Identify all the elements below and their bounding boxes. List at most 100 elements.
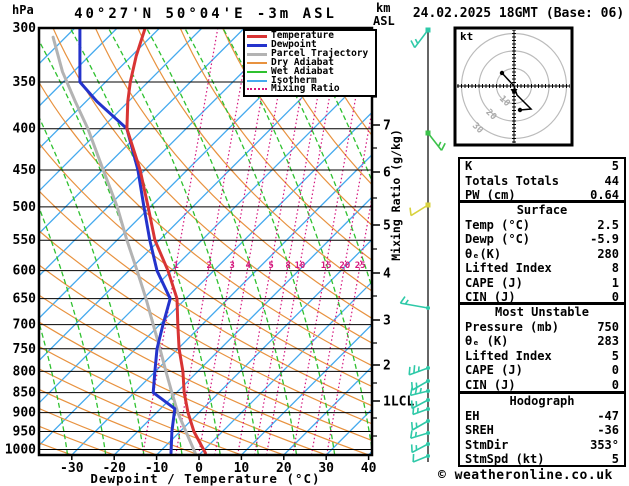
wind-barb-column [399, 27, 446, 463]
temp-axis: -30 -20 -10 0 10 20 30 40 [60, 455, 377, 476]
line-families [39, 28, 372, 455]
wind-barb [410, 398, 430, 410]
wind-barb [412, 453, 430, 463]
asl-axis-unit: ASL [373, 14, 395, 28]
mixing-ratio-value: 25 [355, 261, 366, 271]
wind-barb [410, 442, 430, 454]
stat-label: θₑ(K) [465, 246, 502, 261]
mixing-ratio-value: 8 [285, 261, 290, 271]
stat-row: Lifted Index 8 [460, 261, 624, 276]
stat-label: Dewp (°C) [465, 232, 531, 247]
stat-row: Totals Totals 44 [460, 174, 624, 189]
stat-value: 8 [611, 261, 619, 276]
mixing-ratio-axis-title: Mixing Ratio (g/kg) [389, 129, 403, 261]
plot-border [37, 26, 374, 457]
pressure-tick-label: 900 [13, 406, 37, 421]
stat-label: EH [465, 408, 480, 423]
pressure-tick-label: 550 [13, 233, 37, 248]
legend-item: Dry Adiabat [247, 56, 373, 68]
parcel-trajectory-curve [51, 35, 197, 455]
temp-tick-label: 20 [276, 461, 292, 476]
temp-tick-label: 40 [361, 461, 377, 476]
surface-panel: Surface Temp (°C) 2.5 Dewp (°C) -5.9 θₑ(K) 28… [458, 201, 626, 304]
stat-label: StmSpd (kt) [465, 452, 545, 467]
stat-row: EH -47 [460, 409, 624, 424]
legend-item: Dewpoint [247, 39, 373, 51]
km-axis-unit: km [376, 1, 391, 15]
wind-barb [409, 386, 430, 397]
legend-item: Parcel Trajectory [247, 49, 373, 58]
stat-row: Pressure (mb) 750 [460, 320, 624, 335]
legend-item: Temperature [247, 31, 373, 41]
mixing-ratio-value: 1 [173, 261, 178, 271]
mixing-ratio-value: 20 [339, 261, 350, 271]
stat-row: θₑ(K) 280 [460, 247, 624, 262]
stat-value: 5 [611, 159, 619, 173]
stat-value: 5 [611, 452, 619, 467]
stat-row: CAPE (J) 0 [460, 363, 624, 378]
stat-row: Lifted Index 5 [460, 349, 624, 364]
wind-barb [409, 430, 430, 440]
legend-line-sample [247, 79, 267, 82]
mixing-ratio-value: 3 [229, 261, 234, 271]
hodograph-trace [501, 72, 533, 111]
pressure-tick-label: 450 [13, 163, 37, 178]
stat-row: CIN (J) 0 [460, 290, 624, 305]
temp-tick-label: 0 [195, 461, 203, 476]
stat-label: Lifted Index [465, 261, 552, 276]
pressure-tick-label: 700 [13, 318, 37, 333]
km-tick-label: 7 [383, 119, 391, 134]
legend-line-sample [247, 70, 267, 73]
legend-line-sample [247, 43, 267, 47]
legend-line-sample [247, 52, 267, 56]
stat-row: CIN (J) 0 [460, 378, 624, 393]
stat-label: Totals Totals [465, 173, 559, 188]
legend: Temperature Dewpoint Parcel Trajectory Dry … [243, 29, 377, 97]
pressure-tick-label: 500 [13, 200, 37, 215]
stat-value: -47 [597, 408, 619, 423]
km-tick-label: 4 [383, 267, 391, 282]
stat-value: 280 [597, 246, 619, 261]
mixing-ratio-value: 2 [206, 261, 211, 271]
mixing-ratio-value: 5 [268, 261, 273, 271]
stat-label: Lifted Index [465, 348, 552, 363]
legend-item: Isotherm [247, 74, 373, 86]
stat-row: Temp (°C) 2.5 [460, 218, 624, 233]
wind-barb [410, 419, 430, 431]
km-tick-label: 2 [383, 359, 391, 374]
stat-label: SREH [465, 423, 494, 438]
stat-value: 1 [611, 275, 619, 290]
stat-label: StmDir [465, 437, 509, 452]
most-unstable-panel: Most Unstable Pressure (mb) 750 θₑ (K) 283 L… [458, 303, 626, 393]
stat-label: K [465, 159, 473, 173]
km-tick-label: 6 [383, 166, 391, 181]
pressure-tick-label: 800 [13, 364, 37, 379]
mixing-ratio-value: 4 [245, 261, 251, 271]
pressure-tick-label: 600 [13, 264, 37, 279]
pressure-tick-label: 950 [13, 425, 37, 440]
legend-line-sample [247, 34, 267, 38]
indices-panel: K 5 Totals Totals 44 PW (cm) 0.64 [458, 157, 626, 202]
wind-barb [408, 365, 430, 376]
temp-tick-label: -20 [102, 461, 126, 476]
dewpoint-curve [78, 28, 177, 455]
legend-item-label: Dewpoint [271, 39, 317, 51]
km-tick-label: 1LCL [383, 395, 414, 410]
x-axis-title: Dewpoint / Temperature (°C) [90, 471, 321, 486]
pressure-unit-label: hPa [12, 3, 34, 17]
legend-item-label: Isotherm [271, 74, 317, 86]
stat-row: StmDir 353° [460, 438, 624, 453]
stat-value: -36 [597, 423, 619, 438]
km-axis: 7 6 5 4 3 2 1LCL [372, 43, 414, 437]
stat-label: Temp (°C) [465, 217, 531, 232]
pressure-tick-label: 750 [13, 342, 37, 357]
hodograph-panel: Hodograph EH -47 SREH -36 StmDir 353° StmSpd (… [458, 392, 626, 467]
mixing-ratio-labels: 1 2 3 4 5 8 10 15 20 25 [173, 261, 365, 271]
pressure-tick-label: 300 [13, 21, 37, 36]
stat-label: PW (cm) [465, 188, 516, 203]
stat-value: -5.9 [590, 232, 619, 247]
legend-item-label: Dry Adiabat [271, 56, 334, 68]
stat-value: 0 [611, 290, 619, 305]
